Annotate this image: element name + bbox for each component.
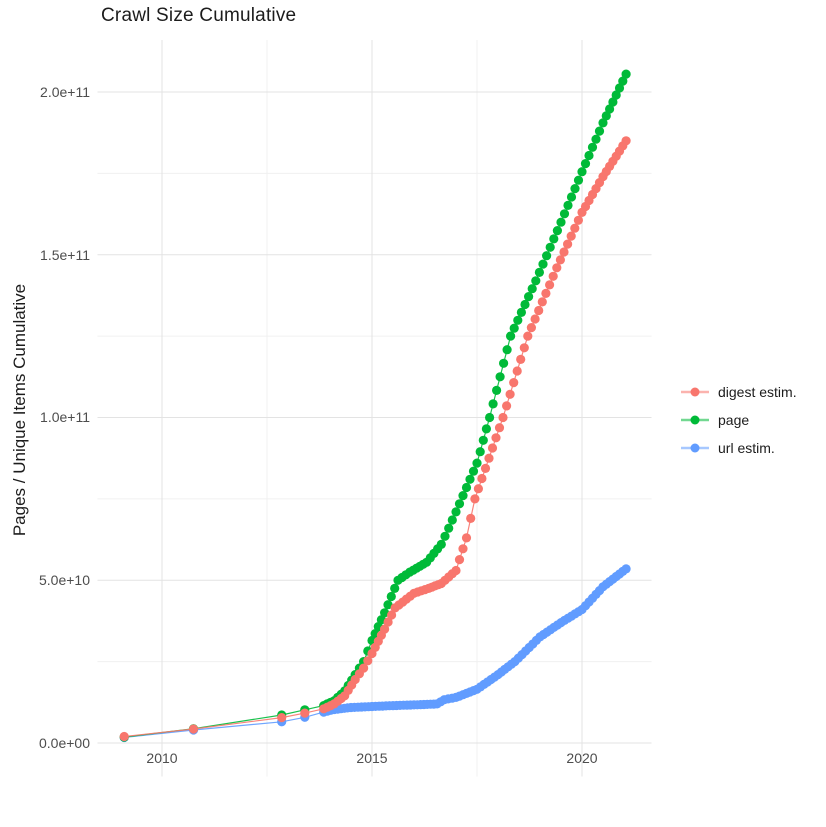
legend-label: page [718, 412, 750, 428]
series-digest-estim- [119, 136, 631, 742]
legend-key-icon [681, 387, 709, 397]
y-tick-label: 0.0e+00 [39, 735, 90, 751]
series-url-estim- [119, 564, 631, 743]
legend-label: url estim. [718, 440, 775, 456]
y-tick-label: 2.0e+11 [40, 84, 90, 100]
y-tick-label: 5.0e+10 [39, 572, 90, 588]
x-tick-label: 2020 [566, 750, 598, 766]
legend-item-page: page [680, 406, 797, 434]
legend-label: digest estim. [718, 384, 797, 400]
legend: digest estim. page url estim. [680, 378, 797, 462]
x-tick-label: 2010 [146, 750, 178, 766]
chart-title: Crawl Size Cumulative [101, 5, 297, 26]
x-tick-label: 2015 [356, 750, 388, 766]
legend-key-icon [681, 443, 709, 453]
legend-key-icon [681, 415, 709, 425]
legend-item-url-estim: url estim. [680, 434, 797, 462]
y-tick-label: 1.0e+11 [40, 409, 90, 425]
y-tick-label: 1.5e+11 [40, 247, 90, 263]
legend-item-digest-estim: digest estim. [680, 378, 797, 406]
